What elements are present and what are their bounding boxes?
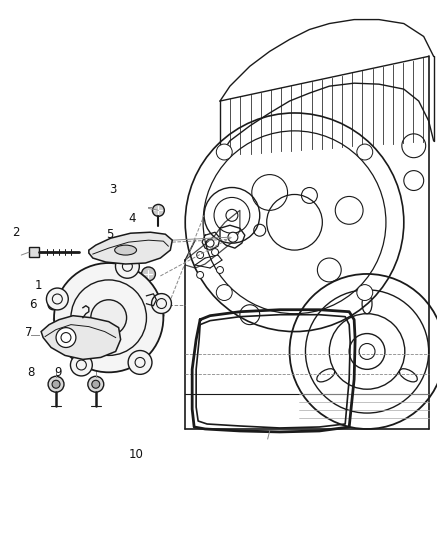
Circle shape	[48, 300, 58, 310]
Circle shape	[92, 380, 100, 388]
Text: 7: 7	[25, 326, 32, 339]
Circle shape	[71, 354, 92, 376]
Circle shape	[228, 232, 238, 242]
Circle shape	[357, 144, 373, 160]
Circle shape	[46, 288, 68, 310]
Text: 9: 9	[54, 366, 62, 379]
Text: 3: 3	[109, 183, 116, 196]
Polygon shape	[41, 316, 120, 359]
Circle shape	[357, 285, 373, 301]
Circle shape	[56, 328, 76, 348]
Circle shape	[216, 266, 223, 273]
Circle shape	[48, 376, 64, 392]
Polygon shape	[89, 232, 172, 264]
Ellipse shape	[115, 245, 137, 255]
Circle shape	[88, 376, 104, 392]
Circle shape	[152, 294, 171, 313]
Circle shape	[152, 204, 164, 216]
Circle shape	[91, 300, 127, 336]
Circle shape	[52, 380, 60, 388]
Circle shape	[197, 252, 204, 259]
Text: 1: 1	[35, 279, 42, 292]
Text: 2: 2	[12, 225, 20, 239]
Ellipse shape	[99, 321, 119, 330]
Text: 5: 5	[106, 228, 114, 241]
Bar	[29, 247, 39, 257]
Text: 8: 8	[27, 366, 35, 379]
Circle shape	[141, 267, 155, 281]
Circle shape	[212, 248, 219, 255]
Circle shape	[216, 144, 232, 160]
Circle shape	[116, 254, 139, 278]
Text: 6: 6	[29, 298, 36, 311]
Circle shape	[54, 263, 163, 373]
Circle shape	[128, 351, 152, 374]
Circle shape	[197, 271, 204, 278]
Text: 4: 4	[128, 212, 136, 225]
Circle shape	[216, 285, 232, 301]
Text: 10: 10	[129, 448, 144, 461]
